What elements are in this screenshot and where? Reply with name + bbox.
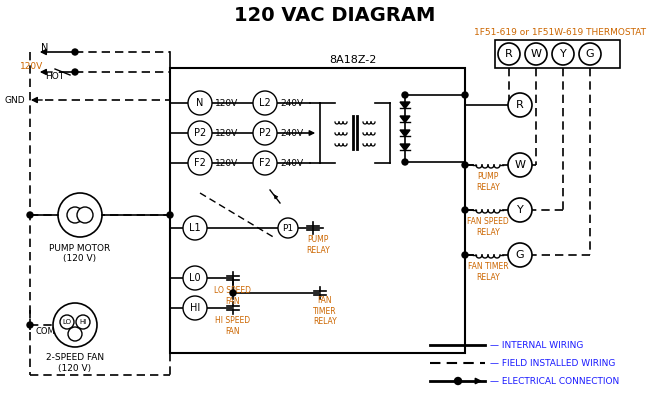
Text: (120 V): (120 V) bbox=[58, 364, 92, 372]
Text: COM: COM bbox=[35, 326, 55, 336]
Text: FAN TIMER
RELAY: FAN TIMER RELAY bbox=[468, 262, 509, 282]
Circle shape bbox=[27, 212, 33, 218]
Text: HI: HI bbox=[190, 303, 200, 313]
Circle shape bbox=[402, 159, 408, 165]
Text: G: G bbox=[516, 250, 525, 260]
Circle shape bbox=[525, 43, 547, 65]
Text: 2-SPEED FAN: 2-SPEED FAN bbox=[46, 354, 104, 362]
Text: PUMP MOTOR: PUMP MOTOR bbox=[50, 243, 111, 253]
Text: N: N bbox=[42, 43, 49, 53]
Circle shape bbox=[188, 121, 212, 145]
Circle shape bbox=[253, 121, 277, 145]
Text: W: W bbox=[531, 49, 541, 59]
Circle shape bbox=[53, 303, 97, 347]
Circle shape bbox=[183, 296, 207, 320]
Circle shape bbox=[454, 378, 462, 385]
Circle shape bbox=[230, 290, 236, 296]
Circle shape bbox=[498, 43, 520, 65]
Text: G: G bbox=[586, 49, 594, 59]
Circle shape bbox=[508, 153, 532, 177]
Text: HI SPEED
FAN: HI SPEED FAN bbox=[216, 316, 251, 336]
Circle shape bbox=[27, 322, 33, 328]
Text: P1: P1 bbox=[283, 223, 293, 233]
Circle shape bbox=[60, 315, 74, 329]
Text: — INTERNAL WIRING: — INTERNAL WIRING bbox=[490, 341, 584, 349]
Circle shape bbox=[462, 92, 468, 98]
Text: GND: GND bbox=[5, 96, 25, 104]
Circle shape bbox=[508, 243, 532, 267]
Text: L2: L2 bbox=[259, 98, 271, 108]
Text: 1F51-619 or 1F51W-619 THERMOSTAT: 1F51-619 or 1F51W-619 THERMOSTAT bbox=[474, 28, 646, 36]
Circle shape bbox=[72, 69, 78, 75]
Circle shape bbox=[462, 162, 468, 168]
Circle shape bbox=[76, 315, 90, 329]
Text: 120V: 120V bbox=[20, 62, 44, 70]
Circle shape bbox=[183, 216, 207, 240]
Text: 240V: 240V bbox=[280, 98, 303, 108]
Polygon shape bbox=[400, 116, 410, 122]
Text: F2: F2 bbox=[194, 158, 206, 168]
Text: 8A18Z-2: 8A18Z-2 bbox=[330, 55, 377, 65]
Text: F2: F2 bbox=[259, 158, 271, 168]
Polygon shape bbox=[400, 144, 410, 150]
Text: PUMP
RELAY: PUMP RELAY bbox=[306, 235, 330, 255]
Circle shape bbox=[278, 218, 298, 238]
Text: W: W bbox=[515, 160, 525, 170]
Text: L1: L1 bbox=[189, 223, 201, 233]
Text: 240V: 240V bbox=[280, 158, 303, 168]
Circle shape bbox=[508, 198, 532, 222]
Circle shape bbox=[253, 91, 277, 115]
Polygon shape bbox=[400, 130, 410, 137]
Circle shape bbox=[167, 212, 173, 218]
Text: PUMP
RELAY: PUMP RELAY bbox=[476, 172, 500, 192]
Text: N: N bbox=[196, 98, 204, 108]
Circle shape bbox=[67, 207, 83, 223]
Text: R: R bbox=[505, 49, 513, 59]
Text: Y: Y bbox=[517, 205, 523, 215]
Text: LO SPEED
FAN: LO SPEED FAN bbox=[214, 286, 251, 306]
Circle shape bbox=[462, 207, 468, 213]
Text: FAN
TIMER
RELAY: FAN TIMER RELAY bbox=[313, 296, 337, 326]
Text: HOT: HOT bbox=[46, 72, 64, 80]
Circle shape bbox=[579, 43, 601, 65]
Circle shape bbox=[402, 92, 408, 98]
Circle shape bbox=[253, 151, 277, 175]
Circle shape bbox=[68, 327, 82, 341]
Text: 120V: 120V bbox=[215, 98, 239, 108]
Text: 240V: 240V bbox=[280, 129, 303, 137]
Text: — FIELD INSTALLED WIRING: — FIELD INSTALLED WIRING bbox=[490, 359, 615, 367]
Circle shape bbox=[72, 49, 78, 55]
Text: LO: LO bbox=[62, 319, 72, 325]
Text: L0: L0 bbox=[189, 273, 201, 283]
Circle shape bbox=[183, 266, 207, 290]
Circle shape bbox=[188, 151, 212, 175]
Circle shape bbox=[188, 91, 212, 115]
Circle shape bbox=[462, 252, 468, 258]
Circle shape bbox=[77, 207, 93, 223]
Polygon shape bbox=[400, 102, 410, 109]
Text: Y: Y bbox=[559, 49, 566, 59]
Circle shape bbox=[58, 193, 102, 237]
Text: R: R bbox=[516, 100, 524, 110]
Bar bbox=[495, 40, 620, 68]
Text: 120 VAC DIAGRAM: 120 VAC DIAGRAM bbox=[234, 5, 436, 24]
Circle shape bbox=[552, 43, 574, 65]
Text: 120V: 120V bbox=[215, 129, 239, 137]
Text: — ELECTRICAL CONNECTION: — ELECTRICAL CONNECTION bbox=[490, 377, 619, 385]
Text: HI: HI bbox=[79, 319, 86, 325]
Bar bbox=[170, 68, 465, 353]
Circle shape bbox=[508, 93, 532, 117]
Text: 120V: 120V bbox=[215, 158, 239, 168]
Text: P2: P2 bbox=[194, 128, 206, 138]
Text: FAN SPEED
RELAY: FAN SPEED RELAY bbox=[467, 217, 509, 237]
Text: (120 V): (120 V) bbox=[64, 253, 96, 262]
Text: P2: P2 bbox=[259, 128, 271, 138]
